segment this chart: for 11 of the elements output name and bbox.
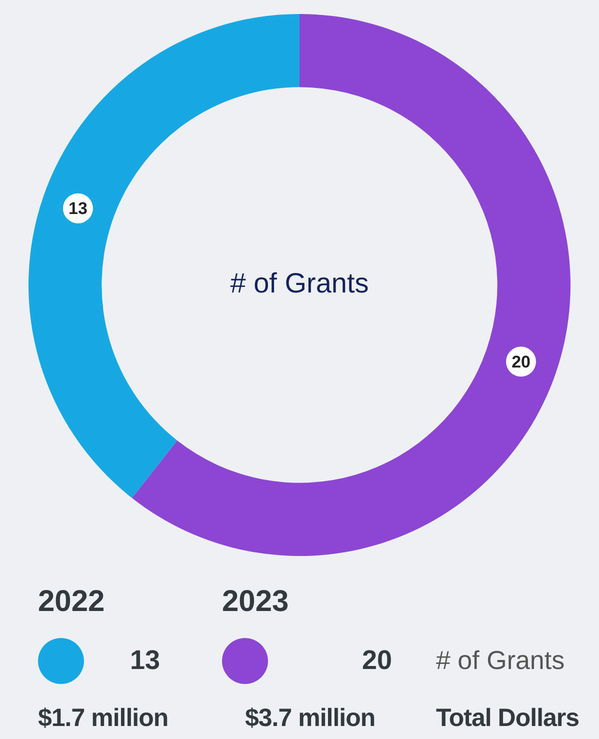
text: $3.7 million — [245, 704, 376, 733]
text: Total Dollars — [436, 704, 580, 733]
data-label: 13 — [68, 199, 88, 218]
data-label: 20 — [512, 352, 530, 372]
text: # of Grants — [436, 645, 565, 676]
slice-label: 2023 — [222, 585, 289, 619]
text: 13 — [128, 645, 160, 676]
text: $1.7 million — [38, 704, 168, 733]
slice-label: 2022 — [38, 585, 105, 619]
text: # of Grants — [230, 268, 369, 299]
text: 20 — [360, 645, 392, 676]
